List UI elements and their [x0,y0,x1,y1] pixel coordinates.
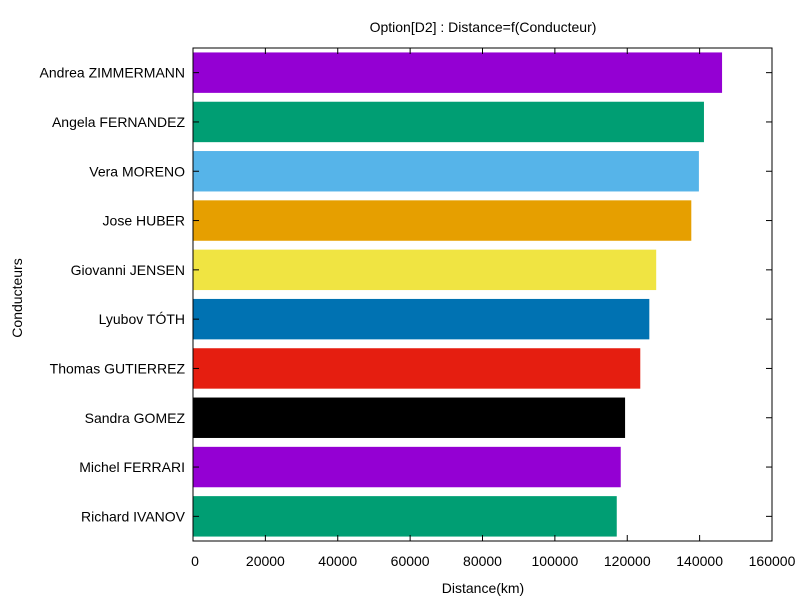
x-tick-label: 20000 [246,553,285,569]
bar [193,200,692,241]
bar [193,446,621,488]
x-tick-label: 120000 [604,553,651,569]
bar [193,101,704,143]
category-label: Jose HUBER [103,213,185,229]
plot-frame [192,47,773,542]
category-label: Richard IVANOV [81,508,186,524]
y-axis-label: Conducteurs [9,258,25,337]
bar [193,52,723,93]
category-label: Sandra GOMEZ [85,410,186,426]
bar [193,249,657,291]
category-label: Thomas GUTIERREZ [50,360,186,376]
bar [193,496,617,537]
x-axis-label: Distance(km) [442,580,524,596]
chart-title: Option[D2] : Distance=f(Conducteur) [370,19,597,35]
category-label: Angela FERNANDEZ [52,114,185,130]
x-tick-label: 80000 [463,553,502,569]
x-tick-label: 60000 [391,553,430,569]
category-label: Lyubov TÓTH [99,311,185,327]
x-tick-label: 0 [191,553,199,569]
category-label: Michel FERRARI [79,459,185,475]
bar [193,298,650,340]
category-label: Vera MORENO [89,163,185,179]
category-label: Andrea ZIMMERMANN [40,65,185,81]
category-labels: Andrea ZIMMERMANN Angela FERNANDEZ Vera MO… [40,65,186,525]
bar [193,151,699,192]
x-tick-label: 160000 [749,553,796,569]
category-label: Giovanni JENSEN [71,262,185,278]
bar [193,397,626,438]
x-tick-label: 100000 [532,553,579,569]
x-tick-labels: 0 20000 40000 60000 80000 100000 120000 140000 1… [191,553,795,569]
x-tick-label: 40000 [318,553,357,569]
x-tick-label: 140000 [676,553,723,569]
bars-group [193,52,723,537]
bar [193,348,641,389]
